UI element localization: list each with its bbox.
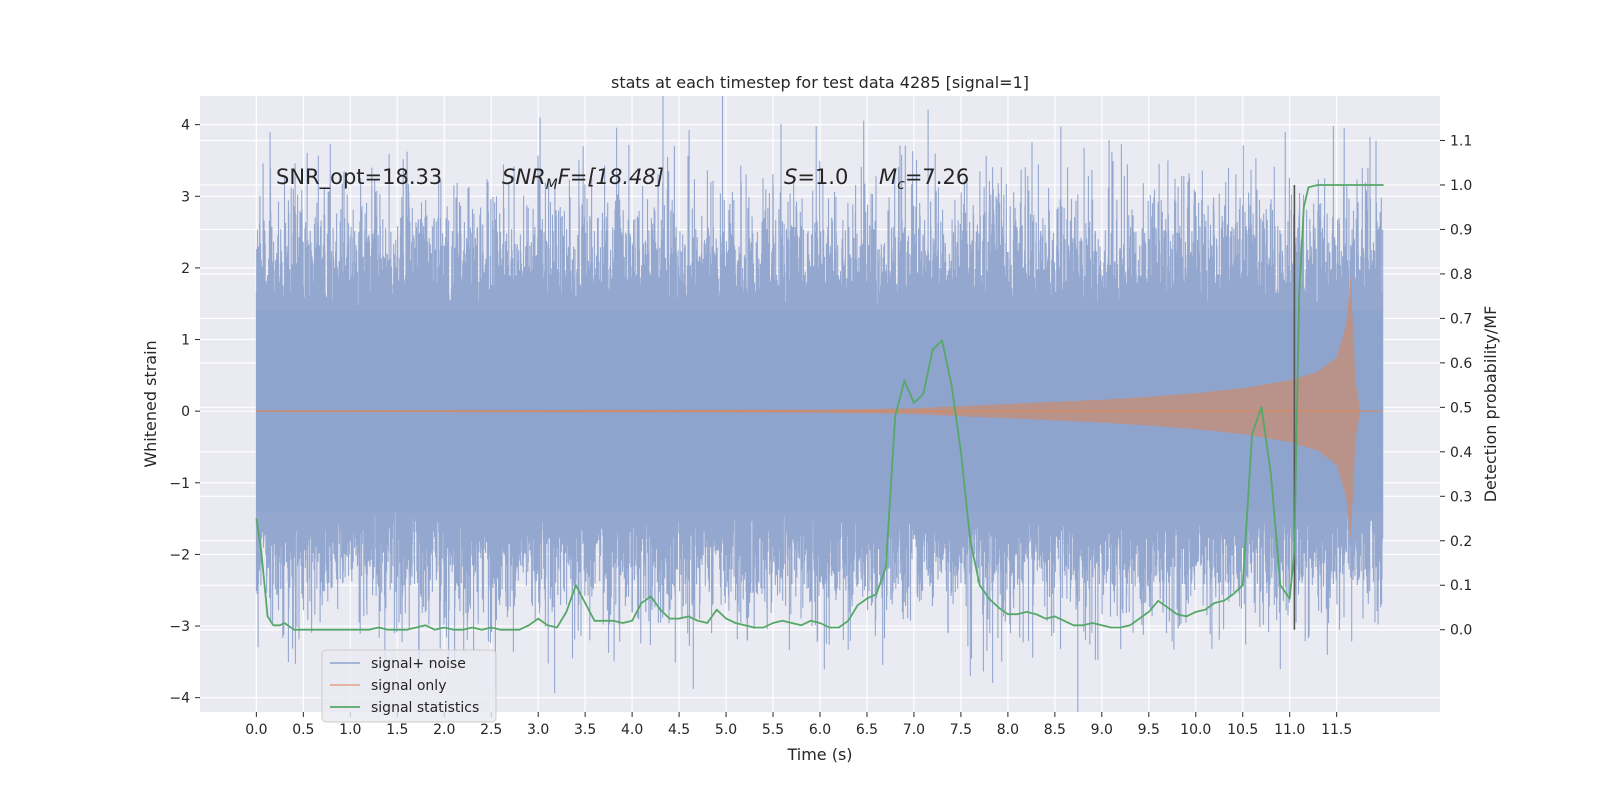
x-tick-label: 5.0 <box>715 722 737 738</box>
y-tick-label: −1 <box>169 476 190 492</box>
x-tick-label: 0.0 <box>245 722 267 738</box>
x-tick-label: 7.0 <box>903 722 925 738</box>
chart-title: stats at each timestep for test data 428… <box>611 73 1029 92</box>
legend: signal+ noise signal only signal statist… <box>321 649 497 723</box>
mc-symbol: M <box>879 165 897 189</box>
x-tick-label: 7.5 <box>950 722 972 738</box>
x-tick-label: 11.0 <box>1274 722 1305 738</box>
x-tick-label: 2.5 <box>480 722 502 738</box>
s-symbol: S <box>784 165 797 189</box>
y-right-tick-label: 0.0 <box>1450 623 1472 639</box>
s-value: =1.0 <box>797 165 848 189</box>
mc-value: =7.26 <box>905 165 969 189</box>
y-tick-label: −4 <box>169 691 190 707</box>
x-tick-label: 3.5 <box>574 722 596 738</box>
x-tick-label: 8.0 <box>997 722 1019 738</box>
x-tick-label: 10.0 <box>1180 722 1211 738</box>
y-tick-label: 2 <box>181 261 190 277</box>
snr-mf-annotation: SNRMF=[18.48] <box>502 165 664 193</box>
y-right-tick-label: 1.1 <box>1450 133 1472 149</box>
s-annotation: S=1.0 <box>784 165 848 189</box>
legend-label-signal: signal only <box>371 678 446 694</box>
x-tick-label: 9.0 <box>1091 722 1113 738</box>
snr-mf-value: F=[18.48] <box>558 165 664 189</box>
x-tick-label: 11.5 <box>1321 722 1352 738</box>
y-tick-label: 0 <box>181 404 190 420</box>
x-axis-label: Time (s) <box>786 745 852 764</box>
y-right-tick-label: 0.4 <box>1450 445 1472 461</box>
snr-opt-annotation: SNR_opt=18.33 <box>276 165 442 190</box>
x-tick-label: 6.5 <box>856 722 878 738</box>
y-tick-label: 3 <box>181 189 190 205</box>
y-axis-label: Whitened strain <box>141 340 160 467</box>
x-tick-label: 10.5 <box>1227 722 1258 738</box>
x-tick-label: 9.5 <box>1138 722 1160 738</box>
axes: 0.0 0.5 1.0 1.5 2.0 2.5 3.0 3.5 4.0 4.5 5.0 5.5 6.0 6… <box>169 118 1472 738</box>
x-tick-label: 4.0 <box>621 722 643 738</box>
x-tick-label: 1.5 <box>386 722 408 738</box>
y-tick-label: 4 <box>181 118 190 134</box>
mc-annotation: Mc=7.26 <box>879 165 969 193</box>
series-signal-statistics <box>255 184 1384 631</box>
y-tick-label: −2 <box>169 547 190 563</box>
y-right-tick-label: 0.5 <box>1450 400 1472 416</box>
legend-box <box>321 649 497 723</box>
y-tick-label: −3 <box>169 619 190 635</box>
y-axis-right-label: Detection probability/MF <box>1481 306 1500 503</box>
y-right-tick-label: 0.6 <box>1450 356 1472 372</box>
y-tick-label: 1 <box>181 333 190 349</box>
y-right-tick-label: 0.2 <box>1450 534 1472 550</box>
series-signal-only <box>256 275 1361 541</box>
x-tick-label: 4.5 <box>668 722 690 738</box>
x-tick-label: 6.0 <box>809 722 831 738</box>
x-tick-label: 2.0 <box>433 722 455 738</box>
y-right-tick-label: 0.3 <box>1450 489 1472 505</box>
snr-mf-subscript: M <box>546 177 558 193</box>
y-right-tick-label: 0.7 <box>1450 311 1472 327</box>
x-tick-label: 8.5 <box>1044 722 1066 738</box>
mc-subscript: c <box>897 177 905 193</box>
legend-label-noise: signal+ noise <box>371 656 466 672</box>
x-tick-label: 5.5 <box>762 722 784 738</box>
y-right-tick-label: 1.0 <box>1450 178 1472 194</box>
x-tick-label: 0.5 <box>292 722 314 738</box>
x-tick-label: 1.0 <box>339 722 361 738</box>
snr-mf-symbol: SNR <box>502 165 546 189</box>
y-right-tick-label: 0.9 <box>1450 222 1472 238</box>
y-right-tick-label: 0.1 <box>1450 578 1472 594</box>
y-right-tick-label: 0.8 <box>1450 267 1472 283</box>
series-layer <box>255 96 1384 712</box>
legend-label-statistics: signal statistics <box>371 700 479 716</box>
x-tick-label: 3.0 <box>527 722 549 738</box>
